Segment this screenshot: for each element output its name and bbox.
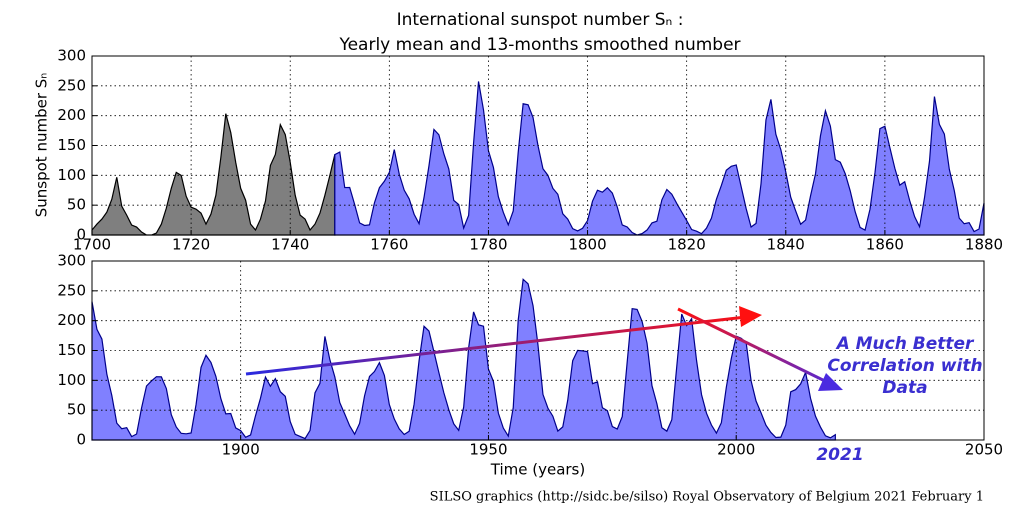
y-tick-label: 150 [57, 341, 86, 359]
area [91, 113, 336, 236]
x-tick-label: 2050 [965, 441, 1003, 459]
x-tick-label: 1700 [73, 236, 111, 254]
plot-frame [91, 55, 985, 236]
y-tick-label: 50 [67, 401, 86, 419]
y-tick-label: 50 [67, 196, 86, 214]
annotation: 2021 [816, 445, 863, 465]
x-tick-label: 1740 [271, 236, 309, 254]
trend-arrow [245, 315, 747, 376]
x-tick-label: 1800 [568, 236, 606, 254]
y-tick-label: 300 [57, 252, 86, 270]
y-tick-label: 300 [57, 47, 86, 65]
x-tick-label: 1760 [370, 236, 408, 254]
y-tick-label: 250 [57, 281, 86, 299]
x-tick-label: 2000 [717, 441, 755, 459]
annotation: Data [882, 378, 927, 398]
plot-frame [91, 260, 985, 441]
y-axis-label: Sunspot number Sₙ [33, 73, 51, 218]
chart-title: International sunspot number Sₙ : [397, 10, 684, 30]
x-tick-label: 1880 [965, 236, 1003, 254]
y-tick-label: 250 [57, 76, 86, 94]
x-axis-label: Time (years) [490, 461, 585, 479]
arrow-head [818, 373, 843, 391]
y-tick-label: 200 [57, 106, 86, 124]
trend-arrow [677, 307, 830, 385]
area [91, 278, 836, 441]
x-tick-label: 1820 [668, 236, 706, 254]
x-tick-label: 1720 [172, 236, 210, 254]
annotation: Correlation with [827, 356, 982, 376]
x-tick-label: 1780 [469, 236, 507, 254]
y-tick-label: 150 [57, 136, 86, 154]
y-tick-label: 100 [57, 166, 86, 184]
x-tick-label: 1840 [767, 236, 805, 254]
footer: SILSO graphics (http://sidc.be/silso) Ro… [430, 490, 984, 505]
y-tick-label: 100 [57, 371, 86, 389]
chart-subtitle: Yearly mean and 13-months smoothed numbe… [338, 35, 740, 55]
x-tick-label: 1860 [866, 236, 904, 254]
x-tick-label: 1900 [222, 441, 260, 459]
annotation-arrows [245, 306, 843, 391]
y-tick-label: 0 [76, 226, 86, 244]
annotation: A Much Better [835, 334, 975, 354]
arrow-head [739, 306, 762, 327]
x-tick-label: 1950 [469, 441, 507, 459]
y-tick-label: 200 [57, 311, 86, 329]
area [334, 81, 985, 236]
y-tick-label: 0 [76, 431, 86, 449]
